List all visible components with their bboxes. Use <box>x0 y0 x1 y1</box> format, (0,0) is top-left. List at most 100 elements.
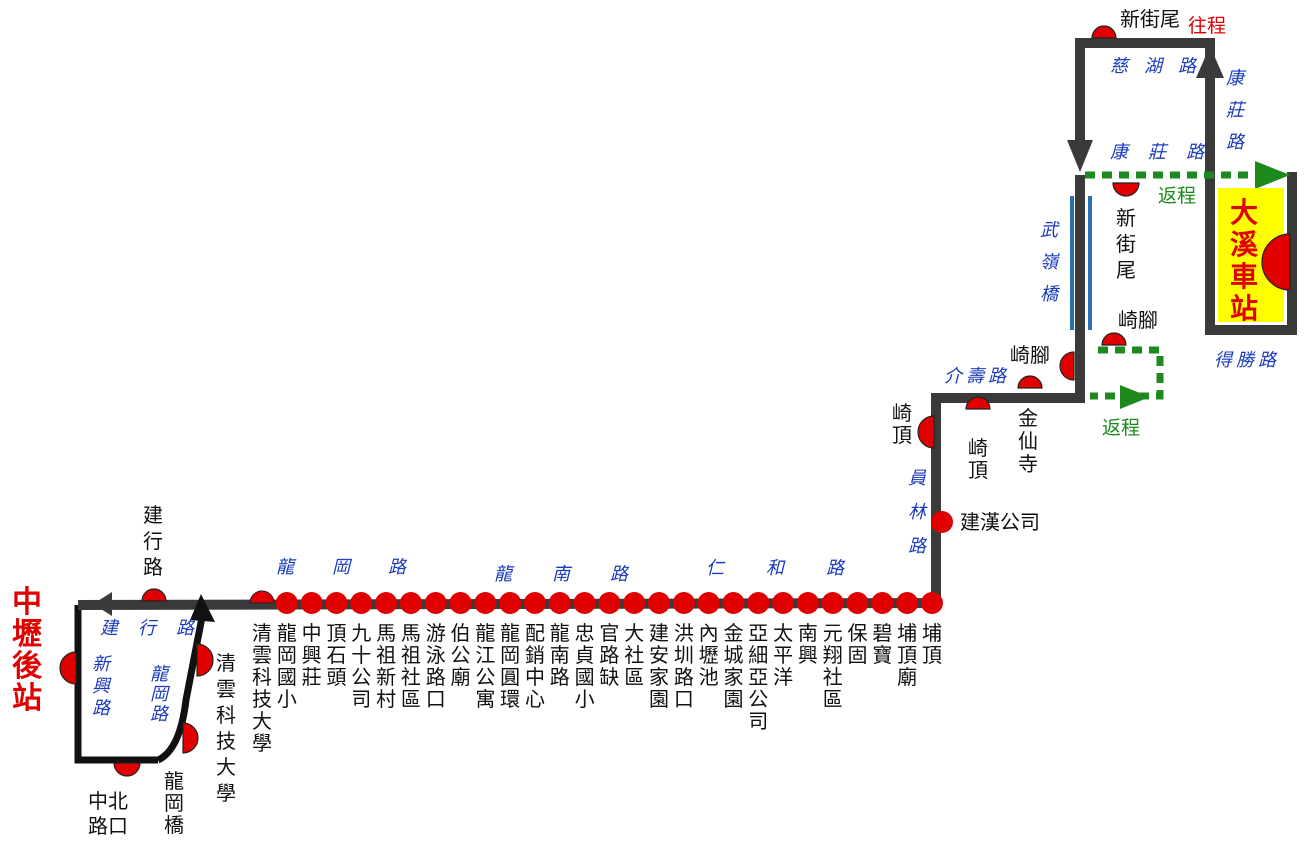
stop-name: 官路缺 <box>599 621 619 689</box>
stop-qiding-right-name: 崎頂 <box>968 436 988 482</box>
stop-name: 頂石頭 <box>326 621 346 689</box>
stop-name: 配銷中心 <box>525 621 545 711</box>
stop-name: 馬祖新村 <box>376 621 396 711</box>
stop-marker[interactable] <box>772 592 795 614</box>
stop-name: 埔頂廟 <box>897 621 917 689</box>
stop-name: 保固 <box>848 621 868 667</box>
stop-longgangqiao-marker[interactable] <box>182 722 199 754</box>
stop-marker[interactable] <box>896 592 919 614</box>
stop-qingyun-marker[interactable] <box>196 643 214 677</box>
stop-name-labels: 建行路中北路口龍岡橋清雲科技大學清雲科技大學龍岡國小中興莊頂石頭九十公司馬祖新村… <box>88 7 1180 838</box>
road-yuanlin: 員林路 <box>908 468 928 557</box>
stop-marker[interactable] <box>449 592 472 614</box>
stops-layer <box>59 25 1291 777</box>
bridge-lines <box>1070 196 1092 330</box>
stop-xinjiewei-top-marker[interactable] <box>1091 25 1117 39</box>
west-terminal-name: 中壢後站 <box>12 585 43 716</box>
stop-marker[interactable] <box>275 592 298 614</box>
stop-marker[interactable] <box>300 592 323 614</box>
stop-marker[interactable] <box>499 592 522 614</box>
outbound-label: 往程 <box>1188 15 1226 37</box>
stop-jinxian-name: 金仙寺 <box>1018 406 1038 476</box>
stop-jianxing-name: 建行路 <box>143 503 163 579</box>
east-terminal-name: 大溪車站 <box>1230 196 1259 325</box>
return-label-top: 返程 <box>1158 185 1196 207</box>
return-route-line <box>1085 161 1290 409</box>
stop-marker[interactable] <box>249 590 275 604</box>
stop-name: 建安家園 <box>649 621 669 711</box>
stop-marker[interactable] <box>350 592 373 614</box>
stop-marker[interactable] <box>697 592 720 614</box>
main-row-stop-dots <box>249 590 943 614</box>
stop-name: 游泳路口 <box>426 621 446 711</box>
stop-qijiao-left-name: 崎腳 <box>1010 343 1050 367</box>
stop-east-terminal-marker[interactable] <box>1261 233 1291 291</box>
road-renhe: 仁和路 <box>706 558 846 579</box>
stop-zhongbei-name: 中北路口 <box>88 789 128 838</box>
stop-qingyun-name: 清雲科技大學 <box>216 651 236 805</box>
stop-name: 元翔社區 <box>823 621 843 711</box>
stop-marker[interactable] <box>747 592 770 614</box>
road-jianxing: 建行路 <box>100 618 196 639</box>
stop-xinjiewei-mid-marker[interactable] <box>1112 182 1140 197</box>
stop-jianhan-marker[interactable] <box>931 511 953 533</box>
stop-marker[interactable] <box>424 592 447 614</box>
stop-name: 洪圳路口 <box>674 621 694 711</box>
stop-marker[interactable] <box>672 592 695 614</box>
stop-marker[interactable] <box>399 592 422 614</box>
stop-name: 金城家園 <box>723 621 743 711</box>
stop-qiding-left-name: 崎頂 <box>892 401 912 447</box>
stop-marker[interactable] <box>474 592 497 614</box>
stop-name: 龍南路 <box>550 621 570 689</box>
stop-marker[interactable] <box>523 592 546 614</box>
road-wuling-bridge: 武嶺橋 <box>1040 220 1061 305</box>
stop-west-terminal-marker[interactable] <box>59 651 77 685</box>
road-cihu: 慈湖路 <box>1110 56 1198 77</box>
stop-qijiao-right-marker[interactable] <box>1101 332 1127 346</box>
road-kangzhuang-vertical: 康莊路 <box>1226 68 1247 153</box>
road-longnan: 龍南路 <box>494 564 630 585</box>
stop-marker[interactable] <box>796 592 819 614</box>
stop-name: 大社區 <box>624 621 644 689</box>
stop-marker[interactable] <box>846 592 869 614</box>
road-desheng: 得勝路 <box>1214 350 1278 371</box>
road-jieshou: 介壽路 <box>944 366 1008 387</box>
stop-qijiao-right-name: 崎腳 <box>1118 308 1158 332</box>
stop-marker[interactable] <box>648 592 671 614</box>
stop-name: 亞細亞公司 <box>748 621 768 733</box>
stop-name: 忠貞國小 <box>575 621 595 711</box>
stop-qiding-right-marker[interactable] <box>965 396 991 410</box>
stop-jianxing-marker[interactable] <box>141 588 167 602</box>
road-labels: 建行路新興路龍岡路龍岡路龍南路仁和路員林路介壽路武嶺橋慈湖路康莊路康莊路得勝路 <box>92 56 1278 725</box>
stop-marker[interactable] <box>623 592 646 614</box>
stop-marker[interactable] <box>548 592 571 614</box>
stop-jinxian-marker[interactable] <box>1017 375 1043 389</box>
stop-qiding-left-marker[interactable] <box>917 415 935 449</box>
stop-name: 埔頂 <box>922 621 942 667</box>
stop-name: 內壢池 <box>699 621 719 689</box>
stop-name: 中興莊 <box>302 621 322 689</box>
stop-name: 碧寶 <box>872 621 892 667</box>
stop-marker[interactable] <box>573 592 596 614</box>
stop-xinjiewei-top-name: 新街尾 <box>1120 7 1180 31</box>
road-kangzhuang-horizontal: 康莊路 <box>1110 142 1206 163</box>
stop-name: 清雲科技大學 <box>252 621 272 755</box>
road-longgang-small: 龍岡路 <box>150 664 171 725</box>
stop-qijiao-left-marker[interactable] <box>1059 351 1075 381</box>
stop-marker[interactable] <box>821 592 844 614</box>
stop-name: 太平洋 <box>773 621 793 689</box>
stop-marker[interactable] <box>325 592 348 614</box>
stop-marker[interactable] <box>871 592 894 614</box>
stop-marker[interactable] <box>375 592 398 614</box>
stop-name: 龍岡圓環 <box>500 621 520 711</box>
stop-marker[interactable] <box>921 592 943 614</box>
stop-marker[interactable] <box>722 592 745 614</box>
stop-zhongbei-marker[interactable] <box>113 762 141 777</box>
stop-name: 龍岡國小 <box>277 621 297 711</box>
stop-name: 伯公廟 <box>451 621 471 689</box>
return-label-bottom: 返程 <box>1102 417 1140 439</box>
road-xinxing: 新興路 <box>92 654 113 719</box>
stop-longgangqiao-name: 龍岡橋 <box>164 769 184 837</box>
stop-marker[interactable] <box>598 592 621 614</box>
